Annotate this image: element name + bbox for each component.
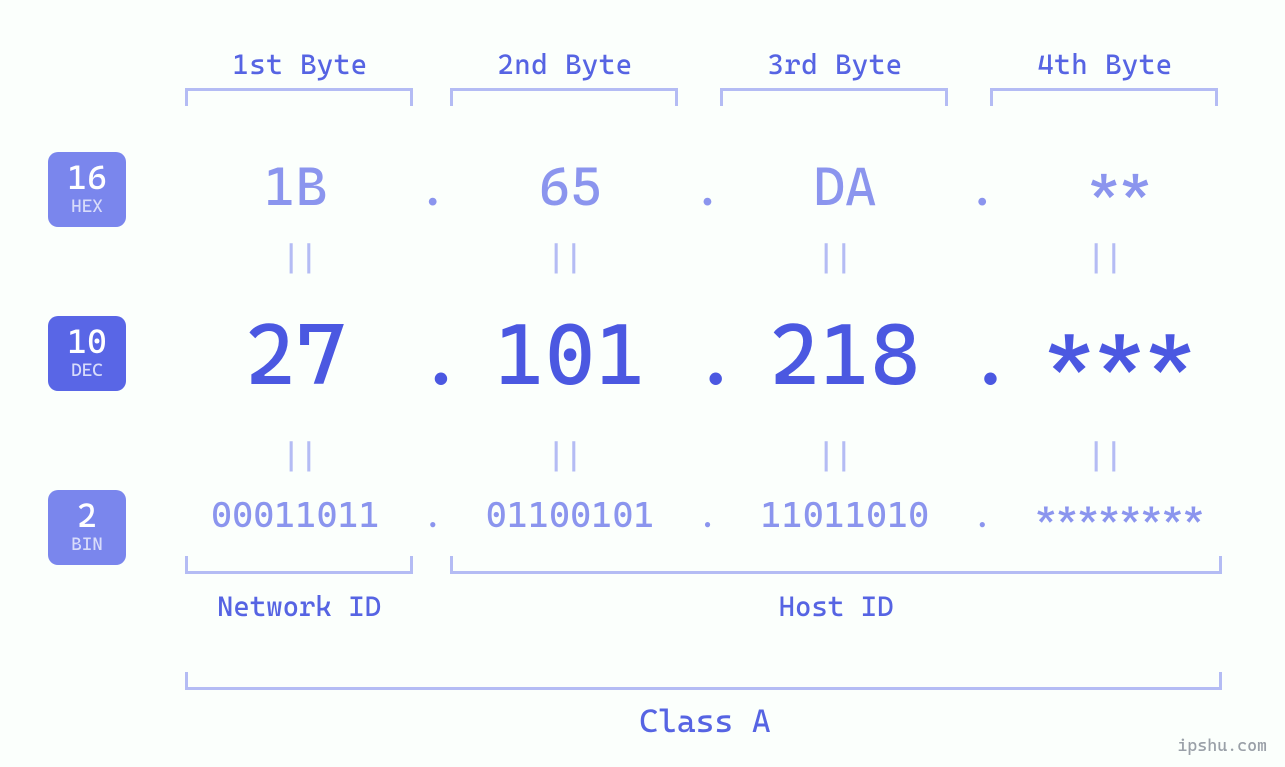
eq-top-2: || [450,242,680,277]
hex-row: 1B . 65 . DA . ** [175,155,1240,218]
eq-top-3: || [720,242,950,277]
network-label: Network ID [185,590,413,623]
dec-byte-1: 27 [175,305,416,405]
dec-byte-2: 101 [450,305,691,405]
badge-bin-label: BIN [48,534,126,555]
eq-top-4: || [990,242,1220,277]
dec-byte-4: *** [999,305,1240,405]
byte-header-2-label: 2nd Byte [497,48,632,81]
byte-header-1-label: 1st Byte [232,48,367,81]
badge-dec-num: 10 [48,324,126,358]
top-bracket-3 [720,88,948,106]
badge-dec: 10 DEC [48,316,126,391]
host-label: Host ID [450,590,1222,623]
byte-header-3: 3rd Byte [720,48,950,81]
hex-byte-1: 1B [175,155,416,218]
watermark: ipshu.com [1177,735,1267,755]
host-bracket [450,556,1222,574]
badge-hex-num: 16 [48,160,126,194]
badge-hex-label: HEX [48,196,126,217]
byte-header-4-label: 4th Byte [1037,48,1172,81]
byte-header-4: 4th Byte [990,48,1220,81]
bin-byte-2: 01100101 [450,495,691,536]
bin-row: 00011011 . 01100101 . 11011010 . *******… [175,495,1240,536]
eq-bot-4: || [990,440,1220,475]
bin-byte-1: 00011011 [175,495,416,536]
network-bracket [185,556,413,574]
dec-byte-3: 218 [725,305,966,405]
top-bracket-4 [990,88,1218,106]
badge-bin: 2 BIN [48,490,126,565]
byte-header-3-label: 3rd Byte [767,48,902,81]
eq-bot-3: || [720,440,950,475]
class-label: Class A [175,702,1235,740]
top-bracket-1 [185,88,413,106]
top-bracket-2 [450,88,678,106]
byte-header-2: 2nd Byte [450,48,680,81]
eq-bot-2: || [450,440,680,475]
hex-dot-2: . [691,155,725,218]
badge-hex: 16 HEX [48,152,126,227]
dec-dot-3: . [965,305,999,405]
bin-dot-1: . [416,495,450,536]
hex-byte-4: ** [999,155,1240,218]
badge-dec-label: DEC [48,360,126,381]
class-bracket [185,672,1222,690]
eq-top-1: || [185,242,415,277]
hex-byte-3: DA [725,155,966,218]
hex-dot-3: . [965,155,999,218]
hex-dot-1: . [416,155,450,218]
byte-header-1: 1st Byte [185,48,415,81]
bin-dot-3: . [965,495,999,536]
dec-dot-1: . [416,305,450,405]
bin-dot-2: . [691,495,725,536]
hex-byte-2: 65 [450,155,691,218]
eq-bot-1: || [185,440,415,475]
dec-row: 27 . 101 . 218 . *** [175,305,1240,405]
dec-dot-2: . [691,305,725,405]
bin-byte-3: 11011010 [725,495,966,536]
badge-bin-num: 2 [48,498,126,532]
bin-byte-4: ******** [999,495,1240,536]
